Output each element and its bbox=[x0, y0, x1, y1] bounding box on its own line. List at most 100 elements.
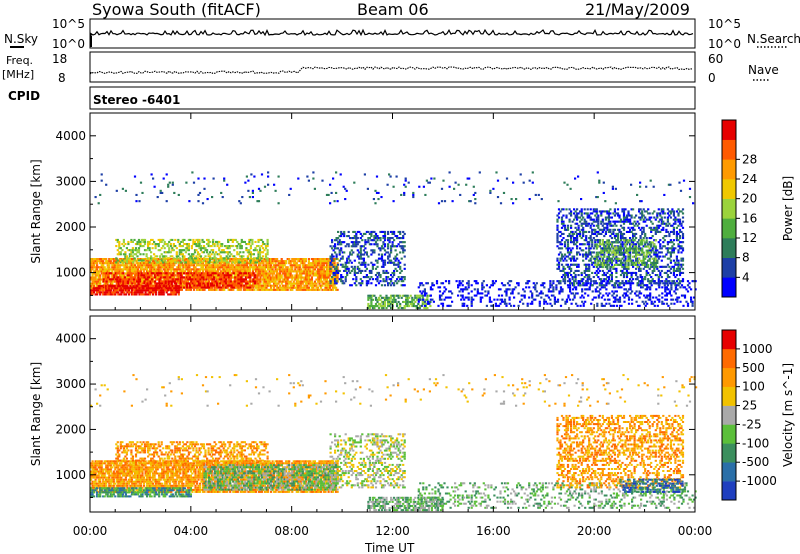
data-cell bbox=[449, 304, 452, 307]
data-cell bbox=[390, 296, 393, 299]
data-cell bbox=[236, 259, 239, 262]
data-cell bbox=[257, 264, 261, 267]
data-cell bbox=[189, 259, 192, 262]
data-cell bbox=[565, 271, 568, 274]
data-cell bbox=[393, 263, 396, 266]
data-cell bbox=[390, 230, 393, 233]
data-cell bbox=[508, 298, 511, 301]
data-cell bbox=[476, 292, 479, 295]
data-cell bbox=[139, 258, 143, 261]
data-cell bbox=[318, 260, 321, 263]
data-cell bbox=[153, 291, 156, 294]
data-cell bbox=[313, 272, 316, 275]
data-cell bbox=[210, 253, 213, 256]
data-cell bbox=[116, 276, 119, 279]
data-cell bbox=[198, 240, 201, 243]
data-cell bbox=[385, 298, 388, 301]
data-cell bbox=[574, 274, 577, 277]
data-cell bbox=[242, 270, 245, 273]
data-cell bbox=[173, 270, 176, 273]
data-cell bbox=[130, 280, 133, 283]
data-cell bbox=[150, 270, 153, 273]
data-cell bbox=[647, 286, 650, 289]
data-cell bbox=[559, 230, 562, 233]
data-cell bbox=[203, 268, 206, 271]
data-cell bbox=[414, 294, 417, 297]
data-cell bbox=[318, 274, 321, 277]
data-cell bbox=[153, 285, 156, 288]
data-cell bbox=[316, 280, 320, 283]
data-cell bbox=[441, 302, 445, 305]
data-cell bbox=[335, 271, 338, 274]
data-cell bbox=[201, 240, 204, 243]
data-cell bbox=[274, 274, 277, 277]
data-cell bbox=[566, 251, 570, 254]
data-cell bbox=[352, 245, 355, 248]
data-cell bbox=[197, 274, 201, 277]
data-cell bbox=[397, 243, 400, 246]
data-cell bbox=[230, 260, 233, 263]
data-cell bbox=[130, 293, 133, 296]
data-cell bbox=[199, 276, 202, 279]
data-cell bbox=[564, 300, 567, 303]
data-cell bbox=[661, 292, 664, 295]
data-cell bbox=[274, 262, 277, 265]
data-cell bbox=[267, 282, 270, 285]
data-cell bbox=[243, 240, 246, 243]
data-cell bbox=[370, 298, 373, 301]
data-cell bbox=[327, 260, 330, 263]
data-cell bbox=[568, 208, 571, 211]
data-cell bbox=[329, 278, 332, 281]
data-cell bbox=[145, 261, 148, 264]
data-cell bbox=[150, 259, 153, 262]
data-cell bbox=[236, 272, 239, 275]
data-cell bbox=[525, 286, 528, 289]
data-cell bbox=[112, 289, 115, 292]
data-cell bbox=[437, 304, 440, 307]
data-cell bbox=[259, 282, 262, 285]
data-cell bbox=[277, 260, 280, 263]
data-cell bbox=[163, 282, 166, 285]
data-cell bbox=[276, 286, 279, 289]
data-cell bbox=[565, 263, 568, 266]
data-cell bbox=[371, 263, 374, 266]
data-cell bbox=[391, 243, 394, 246]
data-cell bbox=[638, 304, 641, 307]
data-cell bbox=[379, 230, 382, 233]
data-cell bbox=[239, 288, 242, 291]
data-cell bbox=[383, 298, 387, 301]
data-cell bbox=[367, 280, 370, 283]
data-cell bbox=[148, 243, 151, 246]
data-cell bbox=[109, 285, 112, 288]
data-cell bbox=[341, 257, 344, 260]
data-cell bbox=[147, 243, 150, 246]
data-cell bbox=[248, 253, 251, 256]
data-cell bbox=[228, 251, 231, 254]
data-cell bbox=[313, 260, 316, 263]
data-cell bbox=[556, 298, 560, 301]
data-cell bbox=[147, 266, 150, 269]
data-cell bbox=[352, 237, 355, 240]
data-cell bbox=[461, 304, 464, 307]
data-cell bbox=[383, 235, 387, 238]
data-cell bbox=[540, 292, 543, 295]
data-cell bbox=[330, 278, 333, 281]
data-cell bbox=[353, 282, 356, 285]
data-cell bbox=[199, 257, 203, 260]
data-cell bbox=[249, 255, 252, 258]
data-cell bbox=[280, 288, 283, 291]
data-cell bbox=[246, 243, 249, 246]
data-cell bbox=[187, 282, 190, 285]
data-cell bbox=[168, 293, 171, 296]
data-cell bbox=[155, 293, 158, 296]
data-cell bbox=[202, 272, 205, 275]
data-cell bbox=[674, 298, 677, 301]
data-cell bbox=[440, 302, 443, 305]
data-cell bbox=[298, 280, 301, 283]
data-cell bbox=[171, 266, 174, 269]
data-cell bbox=[146, 280, 149, 283]
data-cell bbox=[121, 270, 124, 273]
data-cell bbox=[283, 268, 286, 271]
data-cell bbox=[614, 290, 617, 293]
data-cell bbox=[94, 282, 97, 285]
